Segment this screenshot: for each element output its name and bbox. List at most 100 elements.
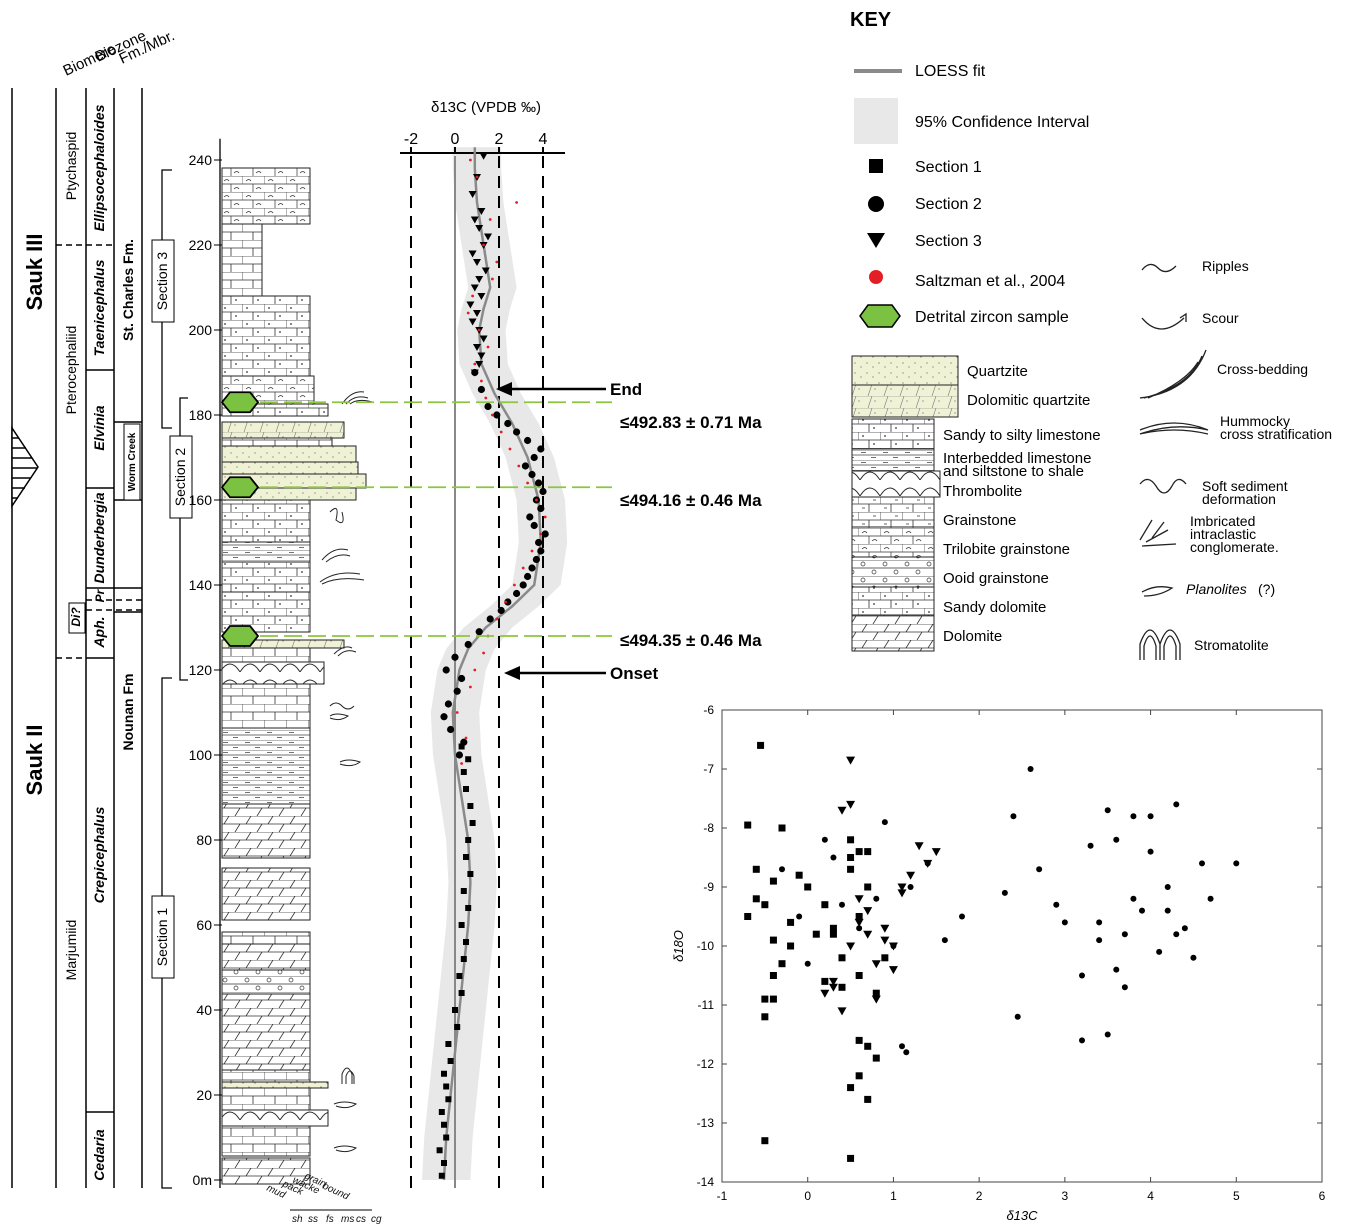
scatter-section-1-point (769, 972, 777, 979)
key-label-zircon: Detrital zircon sample (915, 309, 1069, 326)
biozone-aph: Aph. (91, 616, 107, 648)
section-1-point (458, 922, 465, 928)
scatter-section-2-point (796, 913, 803, 920)
scatter-section-2-point (1147, 848, 1154, 855)
scatter-y-tick-label: -7 (703, 762, 714, 776)
scatter-section-2-point (1079, 1037, 1085, 1044)
saltzman-point (491, 277, 494, 281)
section-3-point (473, 344, 481, 351)
section-3-point (468, 191, 477, 198)
scatter-section-1-point (864, 1095, 872, 1103)
red-dot-icon (869, 270, 883, 284)
section-1-point (443, 1134, 450, 1141)
scatter-section-2-point (1121, 931, 1128, 938)
struct-cross-bedding: Cross-bedding (1217, 361, 1308, 377)
section-3-point (479, 152, 488, 160)
biozone-dunderbergia: Dunderbergia (91, 492, 107, 583)
biozone-taenicephalus: Taenicephalus (91, 259, 107, 356)
scatter-section-3-point (888, 966, 898, 975)
section-2-point (535, 479, 543, 487)
scatter-section-3-point (871, 995, 881, 1004)
texture-ss: ss (308, 1214, 318, 1224)
lith-interbedded-1: Interbedded limestone (943, 450, 1091, 467)
height-tick-label: 140 (189, 577, 213, 593)
scatter-section-2-point (813, 931, 820, 938)
circle-icon (868, 196, 884, 212)
height-tick-label: 220 (189, 237, 213, 253)
section-3-point (470, 216, 479, 224)
section-3-point (468, 250, 477, 258)
saltzman-point (473, 362, 477, 366)
section-1-point (463, 854, 469, 860)
key-label-saltzman: Saltzman et al., 2004 (915, 273, 1065, 290)
section-2-point (528, 564, 536, 572)
struct-stromatolite: Stromatolite (1194, 637, 1269, 653)
biozone-elvinia: Elvinia (91, 405, 107, 450)
saltzman-point (513, 583, 516, 587)
zircon-age-2: ≤494.16 ± 0.46 Ma (620, 491, 762, 510)
scatter-section-3-point (828, 983, 838, 992)
scatter-section-2-point (1104, 807, 1111, 814)
section-1-point (463, 786, 469, 792)
onset-arrow-icon (504, 666, 606, 680)
height-tick-label: 0m (193, 1172, 212, 1188)
section-2-point (513, 428, 521, 436)
key-symbols: LOESS fit 95% Confidence Interval Sectio… (854, 63, 1089, 328)
saltzman-point (460, 762, 463, 765)
section-1-point (460, 956, 467, 962)
saltzman-point (495, 260, 499, 264)
biomere-pterocephaliid: Pterocephaliid (63, 326, 79, 415)
section-2-point (460, 738, 468, 746)
scatter-section-2-point (1121, 984, 1128, 991)
lith-sandy-dolomite: Sandy dolomite (943, 599, 1046, 616)
section-1-point (469, 820, 476, 826)
section-2-point (475, 628, 483, 636)
texture-ms: ms (341, 1214, 354, 1224)
scatter-section-2-point (1173, 931, 1180, 938)
scatter-section-2-point (1139, 907, 1145, 914)
scatter-section-2-point (1173, 801, 1180, 808)
saltzman-point (539, 532, 543, 536)
section-3-point (479, 335, 488, 343)
height-tick-label: 40 (196, 1002, 212, 1018)
scatter-x-axis-label: δ13C (1006, 1208, 1038, 1223)
scatter-section-2-point (1079, 972, 1085, 979)
section-3-point (466, 301, 475, 309)
saltzman-point (482, 243, 485, 247)
section-1-point (438, 1109, 445, 1115)
struct-soft-1: Soft sediment (1202, 478, 1288, 494)
saltzman-point (466, 311, 470, 315)
scatter-section-2-point (1096, 937, 1103, 944)
lith-trilobite: Trilobite grainstone (943, 541, 1070, 558)
section-1-point (460, 888, 467, 894)
scatter-section-2-point (941, 937, 948, 944)
saltzman-point (543, 515, 547, 519)
scatter-section-1-point (769, 995, 777, 1003)
section-2-point (447, 725, 455, 734)
saltzman-point (469, 685, 472, 689)
zircon-age-3: ≤494.35 ± 0.46 Ma (620, 631, 762, 650)
section-2-label: Section 2 (172, 448, 188, 507)
key-title: KEY (850, 9, 892, 31)
scatter-section-1-point (821, 901, 829, 909)
scatter-section-2-point (1130, 895, 1137, 902)
scatter-section-2-point (1027, 766, 1034, 772)
scatter-section-2-point (959, 913, 965, 920)
key-label-section3: Section 3 (915, 233, 982, 250)
scatter-section-3-point (897, 889, 907, 898)
section-1-point (447, 1058, 454, 1064)
scatter-section-2-point (1010, 813, 1017, 820)
scatter-section-1-point (838, 983, 846, 991)
section-3-point (481, 267, 490, 275)
lith-interbedded-2: and siltstone to shale (943, 463, 1084, 480)
section-2-point (537, 445, 545, 453)
scatter-section-3-point (854, 895, 864, 904)
section-1-point (467, 803, 474, 809)
scatter-section-1-point (838, 954, 846, 962)
scatter-section-2-point (804, 960, 811, 967)
section-2-point (440, 713, 448, 721)
biozone-crepicephalus: Crepicephalus (91, 807, 107, 904)
scatter-y-tick-label: -14 (697, 1175, 715, 1189)
scatter-section-2-point (1104, 1031, 1111, 1038)
